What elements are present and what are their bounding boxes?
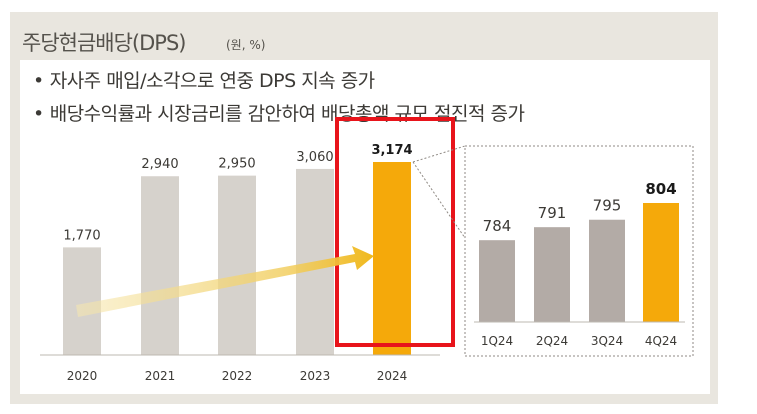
- quarter-category-label: 4Q24: [645, 334, 677, 348]
- annual-value-label: 2,950: [218, 157, 255, 172]
- annual-category-label: 2021: [145, 369, 176, 383]
- quarter-bar-4Q24: [643, 203, 679, 322]
- connector-line-bottom: [412, 161, 466, 239]
- annual-value-label: 3,174: [371, 143, 412, 158]
- growth-arrow: [76, 246, 374, 317]
- annual-bar-2021: [141, 176, 179, 355]
- quarter-value-label: 791: [538, 204, 567, 222]
- unit-label: (원, %): [226, 38, 266, 52]
- annual-category-label: 2024: [377, 369, 408, 383]
- quarter-bar-2Q24: [534, 227, 570, 322]
- annual-value-label: 2,940: [141, 157, 178, 172]
- bullet-1: 자사주 매입/소각으로 연중 DPS 지속 증가: [33, 66, 375, 93]
- page-title: 주당현금배당(DPS): [22, 31, 186, 55]
- annual-bar-2022: [218, 175, 256, 355]
- quarter-bar-3Q24: [589, 219, 625, 322]
- annual-category-label: 2023: [300, 369, 331, 383]
- annual-value-label: 3,060: [296, 150, 333, 165]
- annual-category-label: 2022: [222, 369, 253, 383]
- annual-value-label: 1,770: [63, 228, 100, 243]
- annual-bar-2020: [63, 247, 101, 355]
- quarter-category-label: 2Q24: [536, 334, 568, 348]
- quarter-category-label: 1Q24: [481, 334, 513, 348]
- quarter-category-label: 3Q24: [591, 334, 623, 348]
- connector-line-top: [412, 145, 466, 163]
- quarter-bar-1Q24: [479, 240, 515, 322]
- quarter-value-label: 795: [593, 197, 622, 215]
- quarter-value-label: 784: [483, 217, 512, 235]
- annual-category-label: 2020: [67, 369, 98, 383]
- annual-bar-2024: [373, 162, 411, 355]
- highlight-box-2024: [335, 117, 455, 347]
- quarter-value-label: 804: [645, 180, 676, 198]
- quarter-detail-frame: [464, 145, 694, 357]
